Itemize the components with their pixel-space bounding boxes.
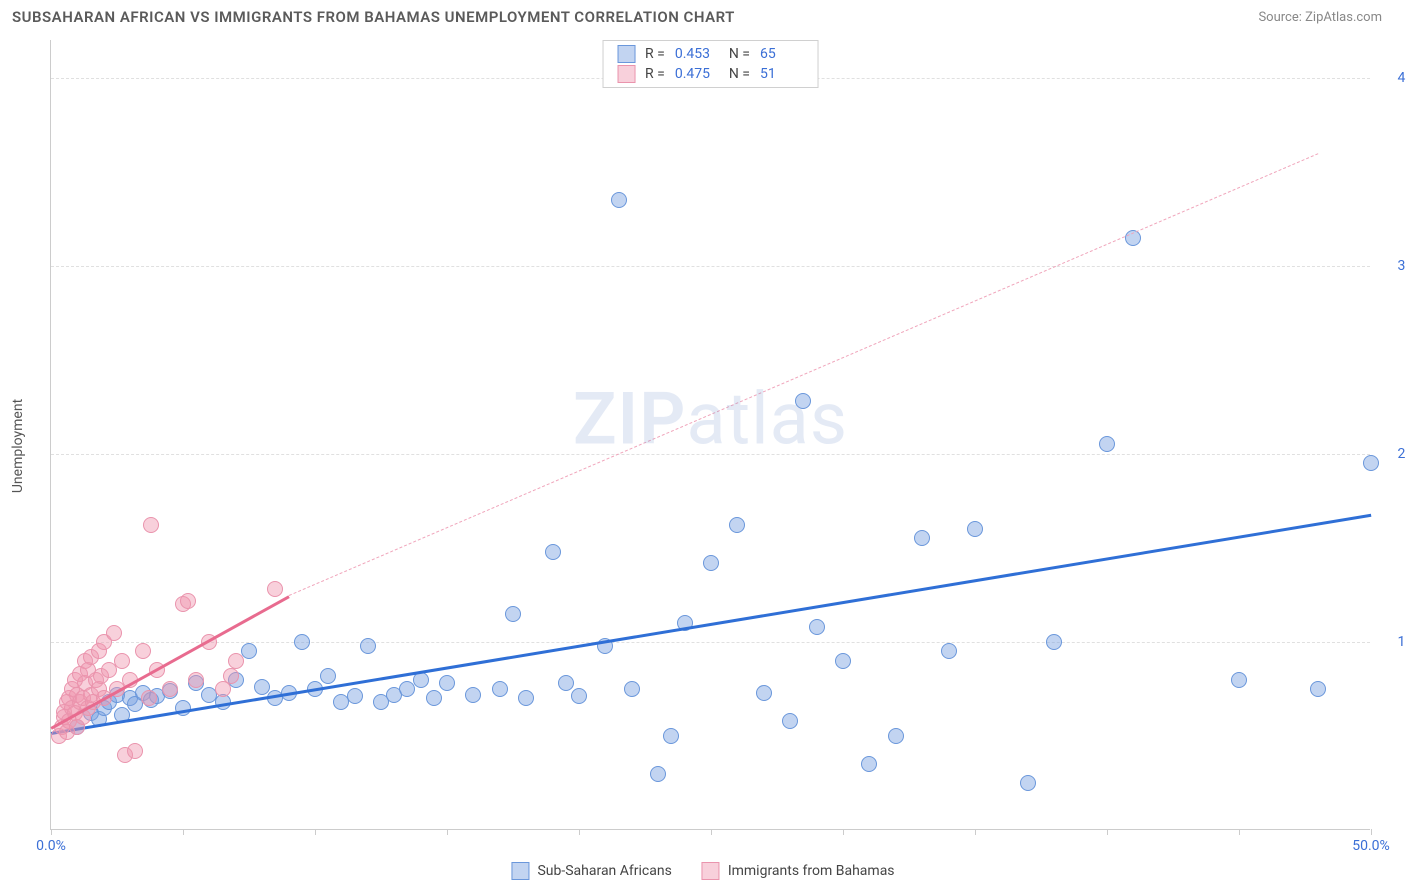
data-point bbox=[861, 756, 877, 772]
chart-plot-area: 10.0%20.0%30.0%40.0%0.0%50.0% ZIPatlas R… bbox=[50, 40, 1370, 830]
data-point bbox=[492, 681, 508, 697]
data-point bbox=[782, 713, 798, 729]
data-point bbox=[241, 643, 257, 659]
r-label: R = bbox=[645, 46, 665, 62]
data-point bbox=[188, 672, 204, 688]
legend-item: Sub-Saharan Africans bbox=[511, 862, 671, 880]
x-tick-label: 0.0% bbox=[36, 838, 66, 854]
data-point bbox=[1020, 775, 1036, 791]
r-label: R = bbox=[645, 66, 665, 82]
data-point bbox=[162, 681, 178, 697]
gridline bbox=[51, 266, 1370, 267]
data-point bbox=[228, 653, 244, 669]
y-tick-label: 40.0% bbox=[1375, 70, 1406, 86]
legend-swatch bbox=[617, 65, 635, 83]
series-legend: Sub-Saharan Africans Immigrants from Baha… bbox=[511, 862, 894, 880]
legend-swatch bbox=[511, 862, 529, 880]
n-value: 51 bbox=[760, 66, 804, 82]
x-tick bbox=[843, 829, 844, 835]
data-point bbox=[141, 690, 157, 706]
legend-label: Sub-Saharan Africans bbox=[537, 863, 671, 879]
data-point bbox=[518, 690, 534, 706]
data-point bbox=[180, 593, 196, 609]
stat-legend-row: R = 0.453 N = 65 bbox=[617, 44, 804, 64]
data-point bbox=[143, 517, 159, 533]
data-point bbox=[729, 517, 745, 533]
n-value: 65 bbox=[760, 46, 804, 62]
data-point bbox=[223, 668, 239, 684]
data-point bbox=[571, 688, 587, 704]
trend-line bbox=[288, 153, 1318, 596]
data-point bbox=[914, 530, 930, 546]
data-point bbox=[465, 687, 481, 703]
legend-label: Immigrants from Bahamas bbox=[728, 863, 895, 879]
x-tick bbox=[579, 829, 580, 835]
data-point bbox=[756, 685, 772, 701]
x-tick bbox=[183, 829, 184, 835]
data-point bbox=[320, 668, 336, 684]
x-tick bbox=[447, 829, 448, 835]
data-point bbox=[795, 393, 811, 409]
data-point bbox=[809, 619, 825, 635]
r-value: 0.453 bbox=[675, 46, 719, 62]
data-point bbox=[558, 675, 574, 691]
data-point bbox=[439, 675, 455, 691]
data-point bbox=[888, 728, 904, 744]
x-tick-label: 50.0% bbox=[1352, 838, 1390, 854]
legend-swatch bbox=[702, 862, 720, 880]
data-point bbox=[114, 653, 130, 669]
gridline bbox=[51, 454, 1370, 455]
data-point bbox=[624, 681, 640, 697]
statistics-legend: R = 0.453 N = 65 R = 0.475 N = 51 bbox=[602, 40, 819, 88]
x-tick bbox=[975, 829, 976, 835]
n-label: N = bbox=[729, 46, 750, 62]
x-tick bbox=[1107, 829, 1108, 835]
data-point bbox=[1099, 436, 1115, 452]
legend-item: Immigrants from Bahamas bbox=[702, 862, 895, 880]
y-axis-label: Unemployment bbox=[10, 399, 26, 493]
data-point bbox=[360, 638, 376, 654]
legend-swatch bbox=[617, 45, 635, 63]
data-point bbox=[135, 643, 151, 659]
data-point bbox=[1046, 634, 1062, 650]
data-point bbox=[254, 679, 270, 695]
r-value: 0.475 bbox=[675, 66, 719, 82]
n-label: N = bbox=[729, 66, 750, 82]
data-point bbox=[545, 544, 561, 560]
y-tick-label: 20.0% bbox=[1375, 446, 1406, 462]
data-point bbox=[347, 688, 363, 704]
data-point bbox=[1231, 672, 1247, 688]
data-point bbox=[611, 192, 627, 208]
source-attribution: Source: ZipAtlas.com bbox=[1258, 10, 1382, 25]
data-point bbox=[426, 690, 442, 706]
trend-line bbox=[51, 514, 1371, 735]
data-point bbox=[703, 555, 719, 571]
y-tick-label: 10.0% bbox=[1375, 634, 1406, 650]
data-point bbox=[267, 581, 283, 597]
data-point bbox=[127, 743, 143, 759]
data-point bbox=[106, 625, 122, 641]
x-tick bbox=[51, 829, 52, 835]
data-point bbox=[294, 634, 310, 650]
data-point bbox=[650, 766, 666, 782]
data-point bbox=[967, 521, 983, 537]
y-tick-label: 30.0% bbox=[1375, 258, 1406, 274]
data-point bbox=[663, 728, 679, 744]
chart-title: SUBSAHARAN AFRICAN VS IMMIGRANTS FROM BA… bbox=[12, 8, 735, 26]
data-point bbox=[505, 606, 521, 622]
data-point bbox=[1310, 681, 1326, 697]
data-point bbox=[941, 643, 957, 659]
x-tick bbox=[711, 829, 712, 835]
data-point bbox=[1363, 455, 1379, 471]
data-point bbox=[835, 653, 851, 669]
x-tick bbox=[315, 829, 316, 835]
x-tick bbox=[1371, 829, 1372, 835]
x-tick bbox=[1239, 829, 1240, 835]
stat-legend-row: R = 0.475 N = 51 bbox=[617, 64, 804, 84]
